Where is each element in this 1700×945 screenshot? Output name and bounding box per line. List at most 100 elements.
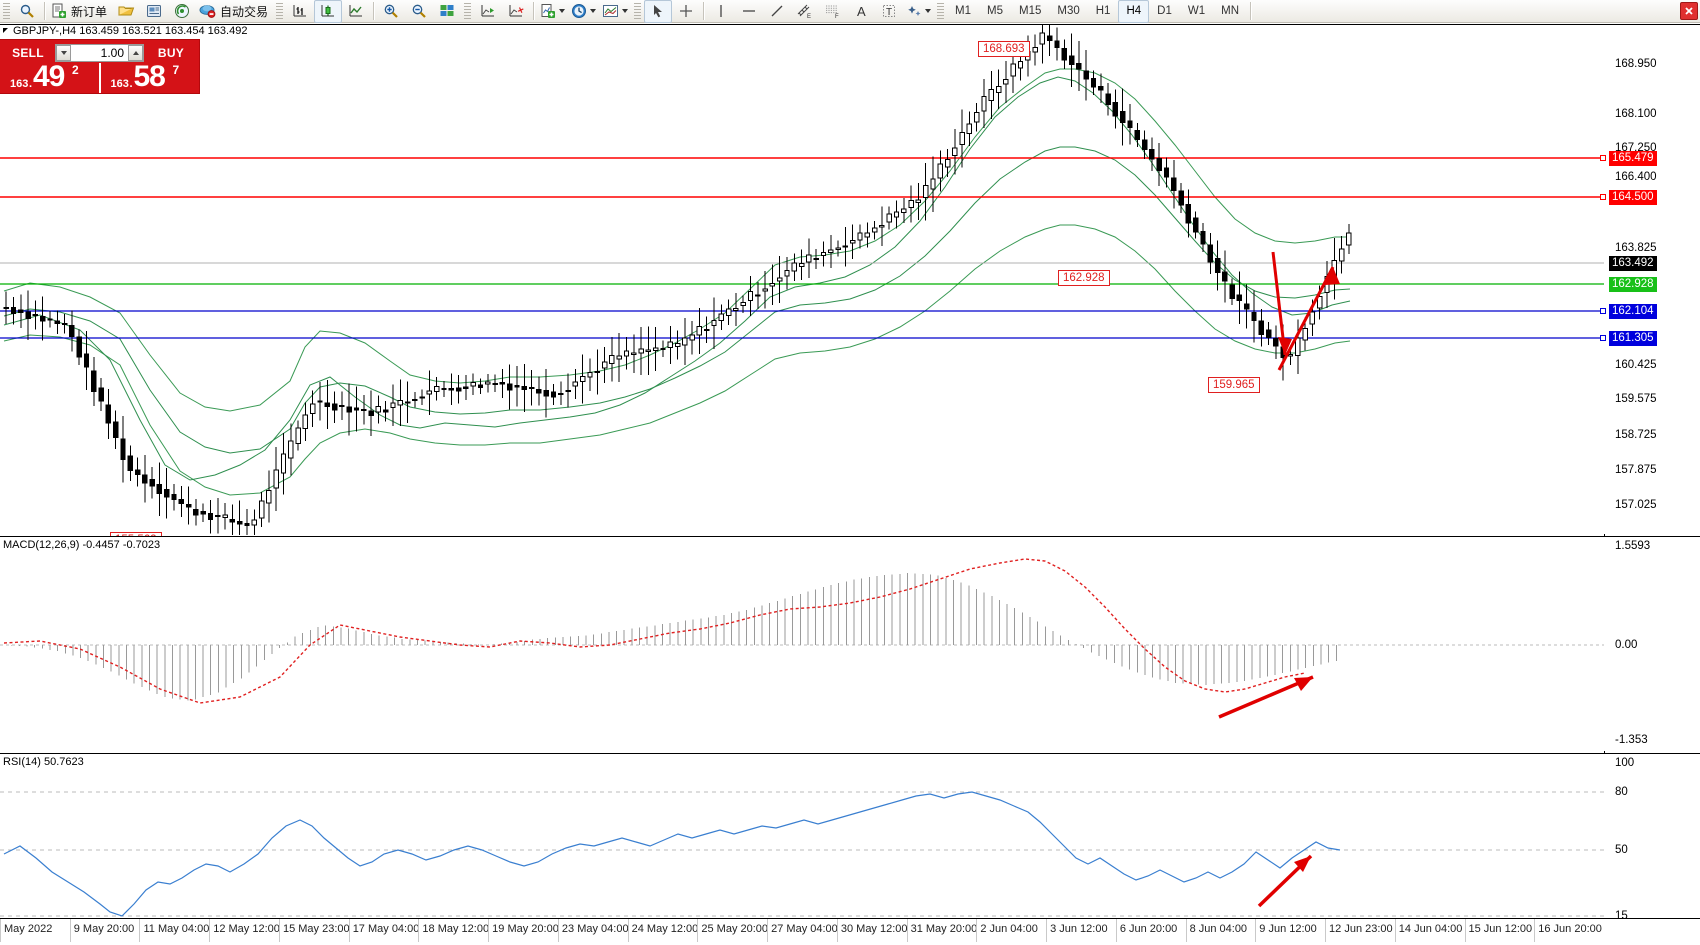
grid-icon-button[interactable]	[433, 0, 461, 23]
candlestick-chart-icon-button[interactable]	[314, 0, 343, 23]
text-icon-button[interactable]: A	[847, 0, 875, 23]
last-price-label-163-492[interactable]: 163.492	[1609, 256, 1657, 271]
volume-stepper[interactable]: 1.00	[55, 43, 144, 62]
time-axis-separator	[1534, 919, 1536, 942]
zoom-in-icon-button[interactable]	[377, 0, 405, 23]
new-order-button[interactable]: 新订单	[48, 0, 112, 23]
fibonacci-icon-button[interactable]: F	[819, 0, 847, 23]
timeframe-m30[interactable]: M30	[1057, 5, 1080, 17]
timeframe-h4[interactable]: H4	[1118, 0, 1150, 23]
svg-text:E: E	[807, 14, 811, 19]
rsi-label: RSI(14) 50.7623	[3, 756, 84, 768]
zoom-out-icon-button[interactable]	[405, 0, 433, 23]
annotation-159-965[interactable]: 159.965	[1208, 377, 1260, 393]
chevron-up-icon-volume	[132, 50, 139, 55]
toolbar-grip-4[interactable]	[634, 1, 642, 21]
toolbar-grip-3[interactable]	[464, 1, 472, 21]
timeframe-m15[interactable]: M15	[1019, 5, 1042, 17]
auto-trading-button[interactable]: 自动交易	[196, 0, 273, 23]
label-icon-button[interactable]: T	[875, 0, 903, 23]
timeframe-h1[interactable]: H1	[1095, 5, 1111, 17]
buy-price[interactable]: 163 . 58 7	[101, 63, 200, 93]
price-tick-160-425: 160.425	[1615, 359, 1657, 371]
macd-pane[interactable]: MACD(12,26,9) -0.4457 -0.7023 1.5593 0.0…	[0, 536, 1700, 751]
news-icon-button[interactable]	[140, 0, 168, 23]
chart-area[interactable]: 168.693 162.928 159.965 155.562 168.950 …	[0, 24, 1700, 943]
chevron-down-icon[interactable]	[559, 9, 566, 13]
level-handle-162-104[interactable]	[1600, 308, 1606, 314]
price-plot	[0, 25, 1604, 535]
time-axis-separator	[0, 919, 1, 942]
level-label-165-479[interactable]: 165.479	[1609, 151, 1657, 166]
time-axis-label: 9 Jun 12:00	[1259, 923, 1317, 935]
auto-scroll-icon-button[interactable]	[502, 0, 530, 23]
level-label-162-104[interactable]: 162.104	[1609, 304, 1657, 319]
level-handle-161-305[interactable]	[1600, 335, 1606, 341]
crosshair-icon-button[interactable]	[672, 0, 700, 23]
volume-increase-button[interactable]	[128, 44, 143, 61]
price-pane[interactable]: 168.693 162.928 159.965 155.562 168.950 …	[0, 24, 1700, 548]
one-click-trading-panel[interactable]: SELL 1.00 BUY 163 . 49 2 163 . 58 7	[0, 40, 199, 93]
chevron-down-icon-2[interactable]	[590, 9, 597, 13]
new-order-label: 新订单	[71, 4, 108, 19]
cursor-icon-button[interactable]	[644, 0, 673, 23]
rsi-axis-80: 80	[1615, 786, 1628, 798]
toolbar-separator-2	[373, 2, 375, 20]
chevron-down-icon-4[interactable]	[925, 9, 932, 13]
level-label-162-928[interactable]: 162.928	[1609, 277, 1657, 292]
price-tick-157-875: 157.875	[1615, 464, 1657, 476]
toolbar-grip-2[interactable]	[276, 1, 284, 21]
one-click-trading-header: SELL 1.00 BUY	[0, 40, 199, 63]
price-tick-166-400: 166.400	[1615, 171, 1657, 183]
timeframe-m5[interactable]: M5	[987, 5, 1003, 17]
time-axis-separator	[627, 919, 629, 942]
bar-chart-icon-button[interactable]	[286, 0, 314, 23]
volume-value[interactable]: 1.00	[100, 45, 124, 60]
time-axis-label: 30 May 12:00	[840, 923, 908, 935]
time-axis-separator	[976, 919, 978, 942]
volume-decrease-button[interactable]	[56, 44, 71, 61]
macd-label: MACD(12,26,9) -0.4457 -0.7023	[3, 539, 161, 551]
timeframe-m1[interactable]: M1	[955, 5, 972, 17]
level-label-164-500[interactable]: 164.500	[1609, 190, 1657, 205]
level-handle-164-500[interactable]	[1600, 194, 1606, 200]
time-axis-label: May 2022	[4, 923, 53, 935]
trendline-icon-button[interactable]	[763, 0, 791, 23]
objects-icon-button[interactable]	[903, 0, 934, 23]
magnifier-icon-button[interactable]	[13, 0, 41, 23]
chevron-down-icon-3[interactable]	[622, 9, 629, 13]
chart-shift-icon-button[interactable]	[474, 0, 502, 23]
period-icon-button[interactable]	[568, 0, 599, 23]
sell-button[interactable]: SELL	[12, 45, 44, 60]
time-axis-label: 15 May 23:00	[282, 923, 350, 935]
time-axis-label: 25 May 20:00	[701, 923, 769, 935]
annotation-162-928[interactable]: 162.928	[1058, 270, 1110, 286]
equidistant-channel-icon-button[interactable]: E	[791, 0, 819, 23]
annotation-168-693[interactable]: 168.693	[978, 41, 1030, 57]
time-axis-separator	[1046, 919, 1048, 942]
sell-price[interactable]: 163 . 49 2	[0, 63, 99, 93]
hline-icon-button[interactable]	[735, 0, 763, 23]
timeframe-mn[interactable]: MN	[1221, 5, 1239, 17]
templates-icon-button[interactable]	[599, 0, 631, 23]
indicators-icon-button[interactable]	[537, 0, 568, 23]
signal-icon-button[interactable]	[168, 0, 196, 23]
price-tick-168-100: 168.100	[1615, 108, 1657, 120]
sell-price-sup: 2	[72, 63, 79, 77]
timeframe-w1[interactable]: W1	[1187, 5, 1206, 17]
chart-marker-icon	[3, 28, 8, 33]
close-icon[interactable]	[1680, 2, 1698, 20]
timeframe-d1[interactable]: D1	[1157, 5, 1172, 17]
toolbar-grip[interactable]	[3, 1, 10, 21]
folder-icon-button[interactable]	[112, 0, 140, 23]
line-chart-icon-button[interactable]	[342, 0, 370, 23]
vline-icon-button[interactable]	[707, 0, 735, 23]
rsi-pane[interactable]: RSI(14) 50.7623 100 80 50 15 0	[0, 753, 1700, 943]
sell-price-prefix: 163	[10, 78, 29, 90]
level-handle-165-479[interactable]	[1600, 155, 1606, 161]
buy-button[interactable]: BUY	[157, 45, 185, 60]
price-tick-163-825: 163.825	[1615, 242, 1657, 254]
svg-text:A: A	[857, 4, 866, 19]
toolbar-grip-5[interactable]	[937, 1, 945, 21]
level-label-161-305[interactable]: 161.305	[1609, 331, 1657, 346]
